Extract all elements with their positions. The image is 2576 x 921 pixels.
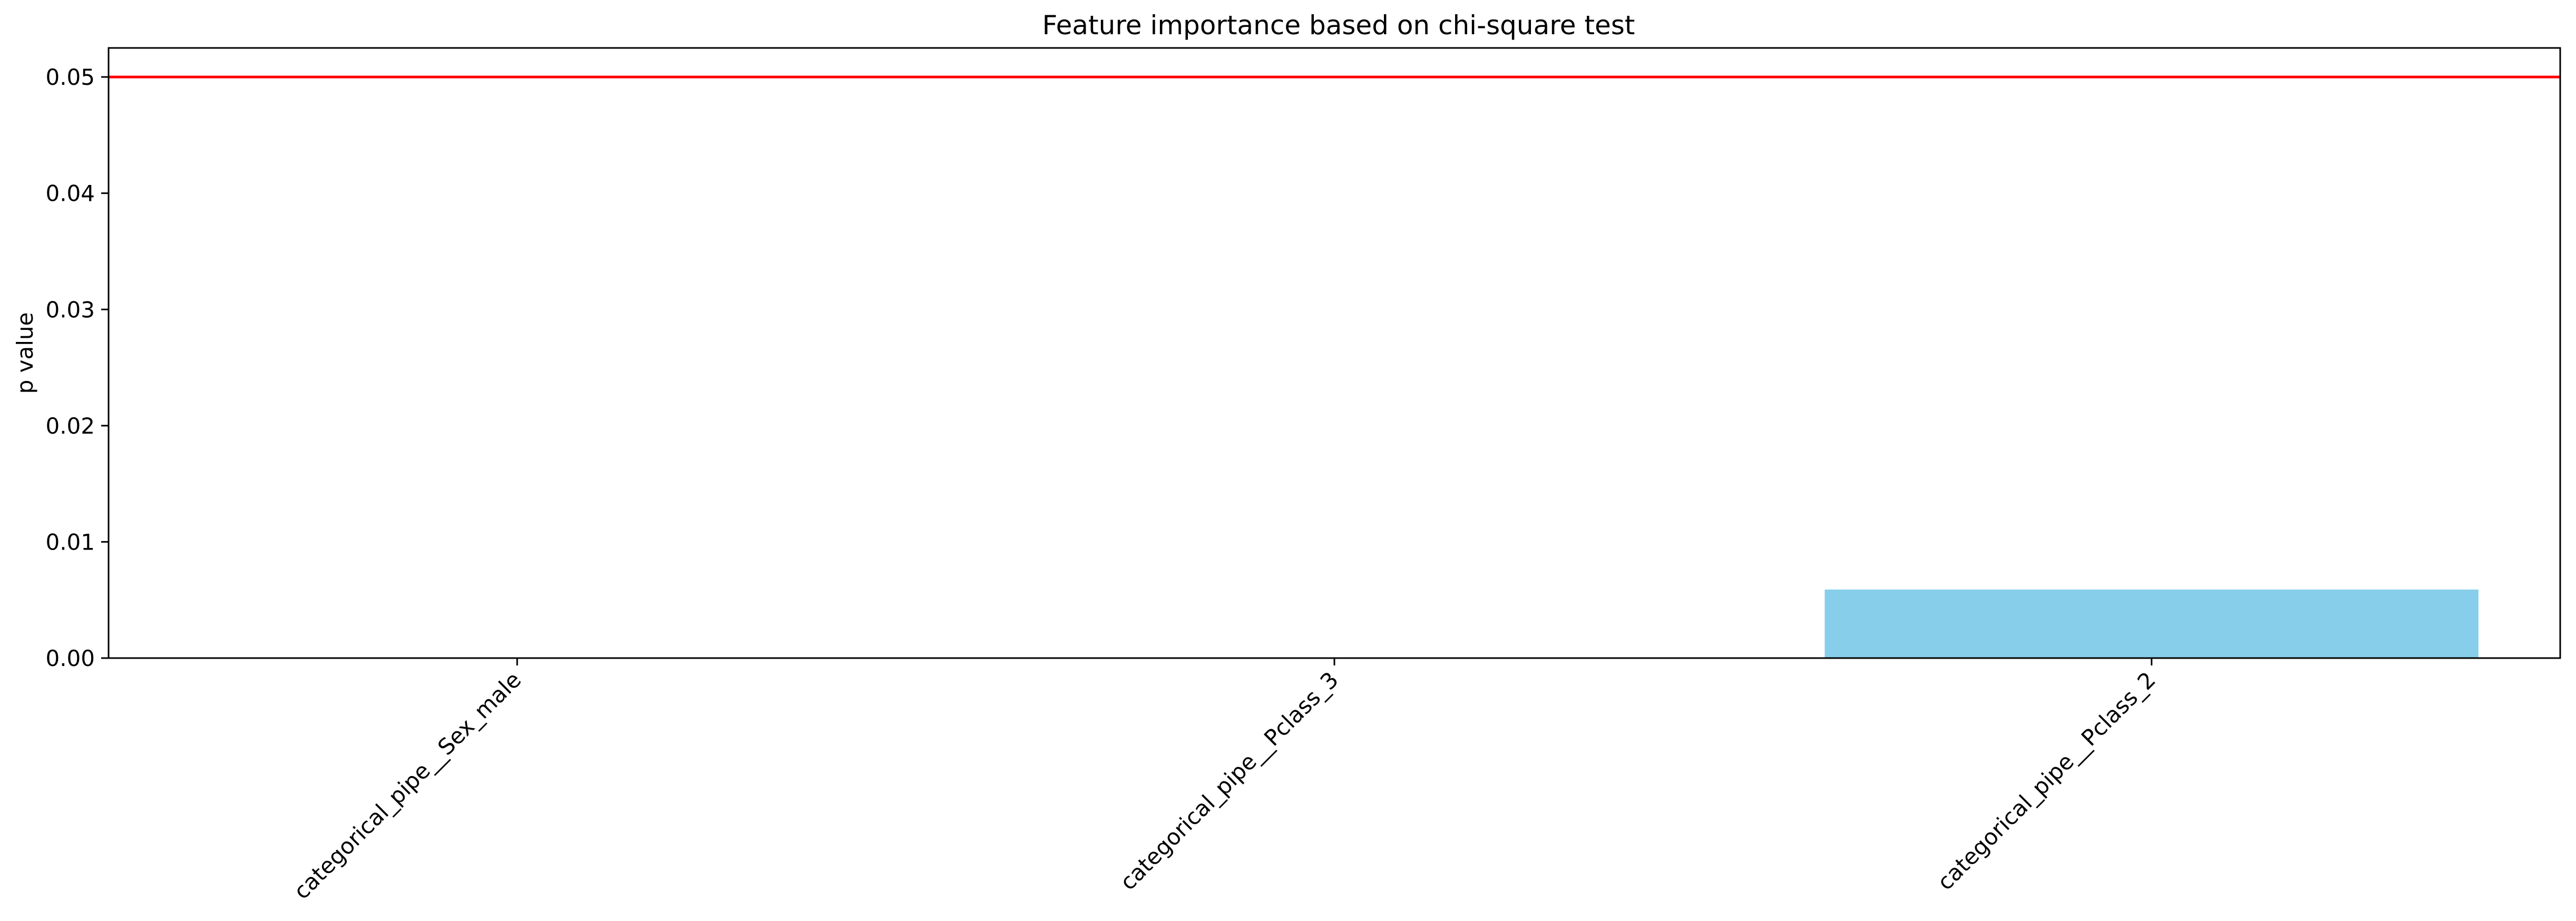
chart-title: Feature importance based on chi-square t… — [1042, 10, 1635, 41]
y-axis-title: p value — [12, 312, 38, 394]
y-tick-label: 0.01 — [45, 529, 95, 555]
y-tick-label: 0.05 — [45, 64, 95, 90]
y-tick-label: 0.03 — [45, 297, 95, 322]
y-tick-label: 0.02 — [45, 413, 95, 439]
y-axis-ticks: 0.00 0.01 0.02 0.03 0.04 0.05 — [45, 64, 109, 671]
y-tick-label: 0.04 — [45, 181, 95, 207]
y-tick-label: 0.00 — [45, 645, 95, 671]
bar-3 — [1824, 589, 2479, 658]
bars-group — [1824, 589, 2479, 658]
